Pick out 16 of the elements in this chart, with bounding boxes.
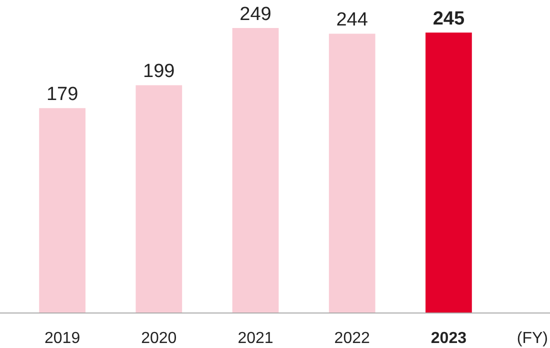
data-label: 199	[143, 61, 175, 82]
bar	[232, 28, 279, 313]
x-tick-label: 2020	[141, 330, 177, 347]
bar	[426, 32, 472, 313]
data-label: 249	[240, 4, 272, 25]
bar	[328, 34, 376, 313]
x-axis-title: (FY)	[516, 330, 548, 347]
x-tick-label: 2019	[44, 330, 80, 347]
data-label: 179	[46, 84, 78, 106]
data-label: 245	[432, 8, 465, 30]
bar	[39, 108, 86, 313]
bar	[136, 85, 182, 313]
x-tick-label: 2021	[238, 330, 274, 347]
x-tick-label: 2023	[430, 330, 467, 347]
data-label: 244	[336, 10, 368, 31]
x-tick-label: 2022	[334, 330, 370, 347]
